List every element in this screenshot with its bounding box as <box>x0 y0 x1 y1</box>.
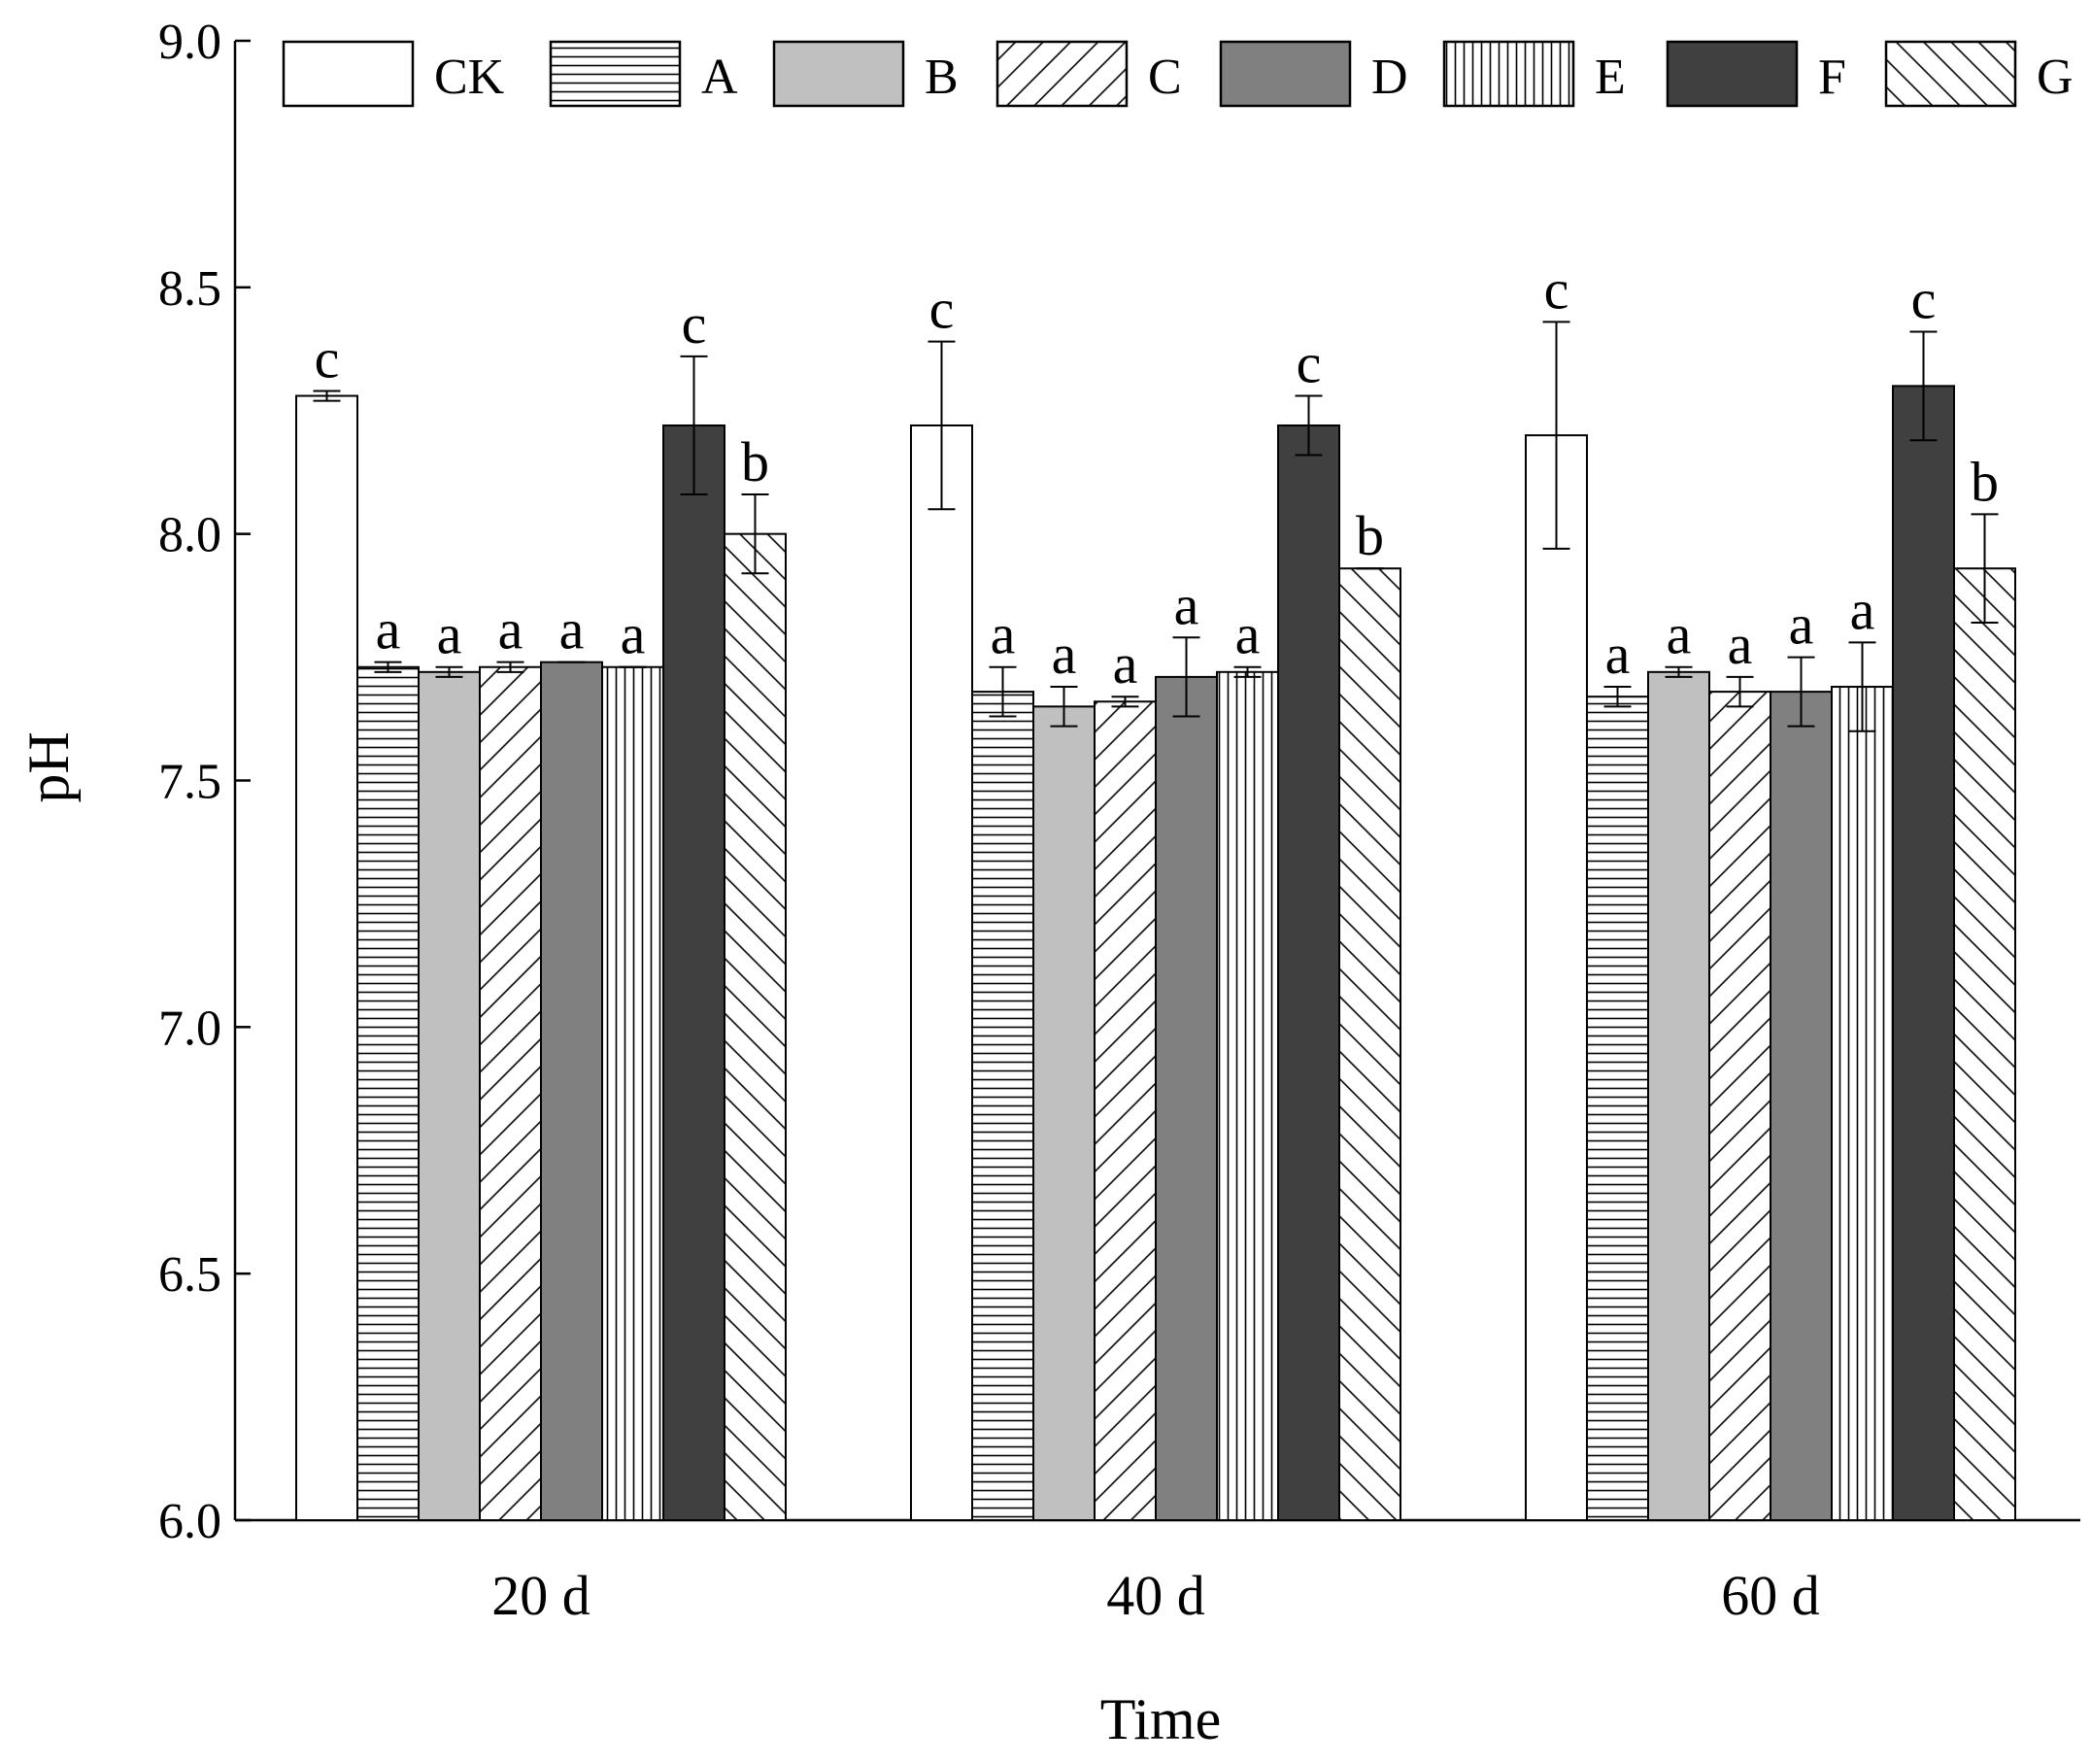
bar <box>1277 424 1340 1522</box>
x-axis-label: Time <box>1100 1687 1222 1751</box>
legend-label: A <box>701 50 738 105</box>
y-tick-label: 6.5 <box>158 1247 221 1303</box>
x-tick-label: 40 d <box>1106 1564 1205 1627</box>
significance-letter: a <box>1052 623 1077 686</box>
significance-letter: c <box>315 326 340 390</box>
y-tick-label: 8.5 <box>158 261 221 317</box>
bar <box>1647 670 1710 1521</box>
bar <box>356 665 420 1521</box>
legend-label: E <box>1595 50 1626 105</box>
significance-letter: c <box>682 292 707 356</box>
significance-letter: a <box>376 598 401 662</box>
bar <box>724 532 787 1521</box>
significance-letter: a <box>621 603 646 666</box>
significance-letter: a <box>437 603 462 666</box>
x-tick-label: 60 d <box>1721 1564 1820 1627</box>
legend-label: F <box>1818 50 1846 105</box>
bar <box>479 665 542 1521</box>
legend-swatch <box>1666 40 1799 108</box>
y-tick-label: 7.0 <box>158 1001 221 1056</box>
significance-letter: b <box>1356 504 1384 567</box>
significance-letter: a <box>1235 603 1261 666</box>
legend-swatch <box>549 40 682 108</box>
bar <box>1770 691 1833 1521</box>
bar <box>1032 705 1096 1521</box>
legend-label: C <box>1148 50 1182 105</box>
legend-swatch <box>282 40 415 108</box>
significance-letter: b <box>1971 450 1999 513</box>
bar <box>1216 670 1279 1521</box>
bar <box>1586 695 1649 1521</box>
legend-swatch <box>772 40 905 108</box>
significance-letter: a <box>1850 578 1875 641</box>
legend-swatch <box>995 40 1129 108</box>
bar <box>662 424 725 1522</box>
bar <box>1708 691 1771 1521</box>
bar <box>1338 567 1401 1521</box>
bar <box>971 691 1034 1521</box>
x-tick-label: 20 d <box>491 1564 590 1627</box>
y-tick-label: 6.0 <box>158 1494 221 1549</box>
significance-letter: a <box>1789 594 1814 657</box>
y-tick-label: 9.0 <box>158 15 221 70</box>
bar <box>1155 675 1218 1521</box>
legend-label: D <box>1371 50 1408 105</box>
significance-letter: a <box>559 598 585 662</box>
bar <box>1953 567 2016 1521</box>
legend-swatch <box>1884 40 2017 108</box>
significance-letter: a <box>1174 573 1199 636</box>
significance-letter: a <box>1113 632 1138 695</box>
significance-letter: a <box>1667 603 1692 666</box>
bar <box>1892 385 1955 1521</box>
significance-letter: c <box>1297 332 1322 395</box>
significance-letter: c <box>1544 257 1569 321</box>
legend-label: CK <box>434 50 505 105</box>
significance-letter: b <box>741 430 769 493</box>
bar <box>295 394 358 1521</box>
bar <box>418 670 481 1521</box>
bar <box>540 661 603 1521</box>
bar <box>1831 686 1894 1521</box>
significance-letter: a <box>498 598 523 662</box>
significance-letter: c <box>1911 268 1937 331</box>
legend-label: G <box>2037 50 2074 105</box>
y-axis-label: pH <box>17 731 81 802</box>
legend-swatch <box>1442 40 1575 108</box>
y-tick-label: 7.5 <box>158 755 221 810</box>
y-tick-label: 8.0 <box>158 508 221 563</box>
bar <box>910 424 973 1522</box>
bar <box>1525 434 1588 1522</box>
significance-letter: c <box>929 278 955 341</box>
bar <box>1094 700 1157 1521</box>
significance-letter: a <box>1605 623 1631 686</box>
significance-letter: a <box>1728 613 1753 676</box>
legend-swatch <box>1219 40 1352 108</box>
bar <box>601 665 664 1521</box>
legend-label: B <box>925 50 959 105</box>
significance-letter: a <box>991 603 1016 666</box>
